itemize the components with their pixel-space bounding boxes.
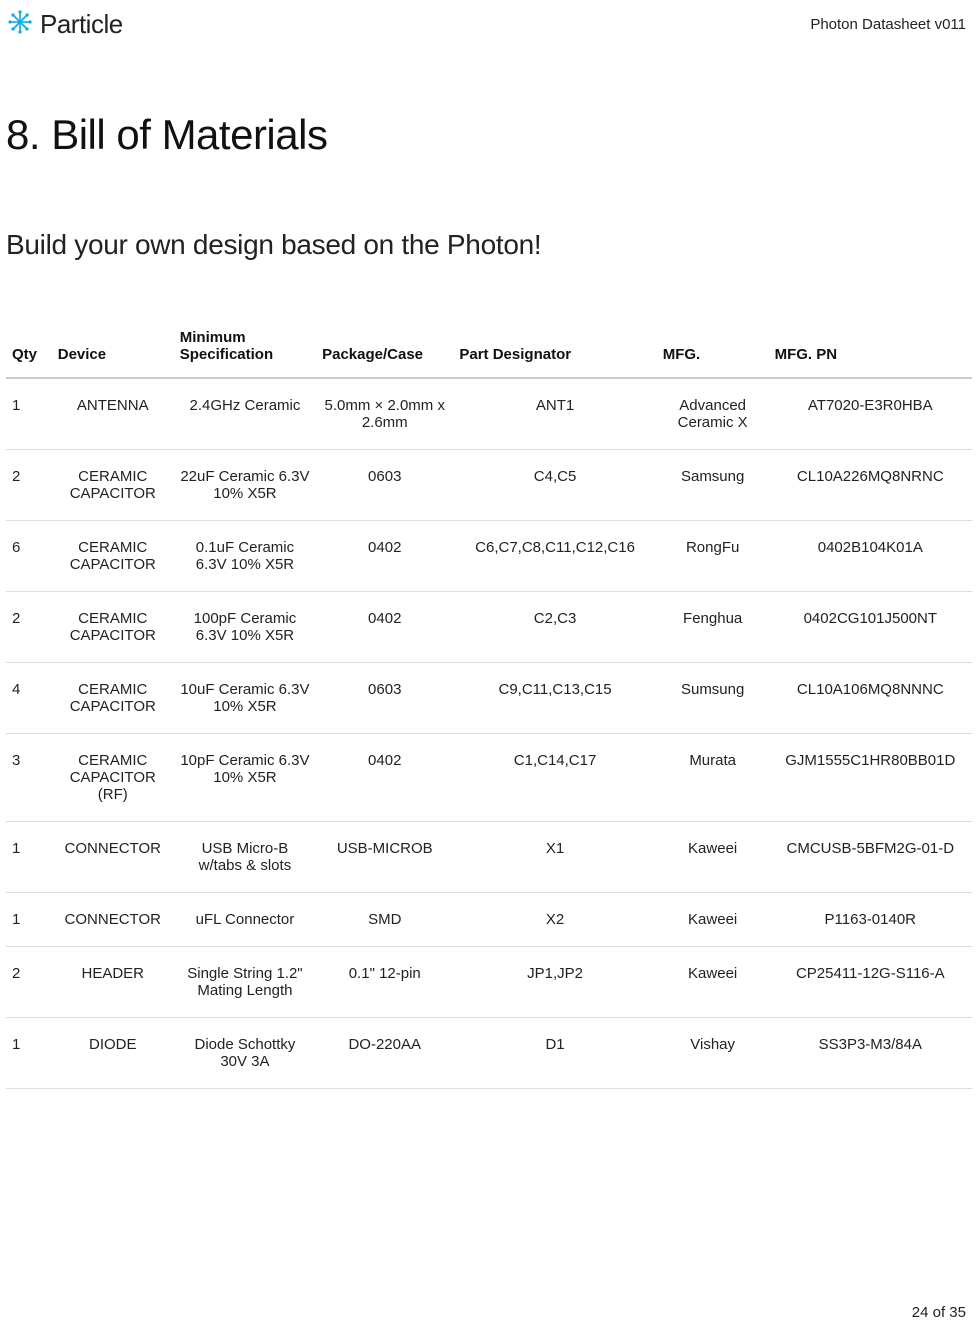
table-row: 4CERAMIC CAPACITOR10uF Ceramic 6.3V 10% … — [6, 663, 972, 734]
brand-logo: Particle — [6, 8, 123, 41]
table-cell: 5.0mm × 2.0mm x 2.6mm — [316, 378, 453, 450]
table-cell: USB Micro-B w/tabs & slots — [174, 822, 316, 893]
table-cell: DO-220AA — [316, 1018, 453, 1089]
page-number: 24 of 35 — [912, 1304, 966, 1321]
table-cell: 10uF Ceramic 6.3V 10% X5R — [174, 663, 316, 734]
table-cell: 22uF Ceramic 6.3V 10% X5R — [174, 450, 316, 521]
table-cell: X1 — [453, 822, 656, 893]
table-cell: CERAMIC CAPACITOR (RF) — [52, 734, 174, 822]
table-row: 1CONNECTORuFL ConnectorSMDX2KaweeiP1163-… — [6, 893, 972, 947]
col-qty: Qty — [6, 321, 52, 378]
table-cell: CERAMIC CAPACITOR — [52, 521, 174, 592]
table-cell: Diode Schottky 30V 3A — [174, 1018, 316, 1089]
table-cell: C2,C3 — [453, 592, 656, 663]
table-cell: Fenghua — [657, 592, 769, 663]
table-cell: C4,C5 — [453, 450, 656, 521]
table-cell: CERAMIC CAPACITOR — [52, 592, 174, 663]
table-row: 2HEADERSingle String 1.2" Mating Length0… — [6, 947, 972, 1018]
table-cell: Sumsung — [657, 663, 769, 734]
table-row: 1CONNECTORUSB Micro-B w/tabs & slotsUSB-… — [6, 822, 972, 893]
table-cell: P1163-0140R — [769, 893, 972, 947]
table-cell: CERAMIC CAPACITOR — [52, 663, 174, 734]
table-cell: Samsung — [657, 450, 769, 521]
table-cell: CP25411-12G-S116-A — [769, 947, 972, 1018]
table-cell: 2.4GHz Ceramic — [174, 378, 316, 450]
table-cell: RongFu — [657, 521, 769, 592]
table-cell: SS3P3-M3/84A — [769, 1018, 972, 1089]
table-cell: C6,C7,C8,C11,C12,C16 — [453, 521, 656, 592]
table-cell: 0.1uF Ceramic 6.3V 10% X5R — [174, 521, 316, 592]
table-cell: 0402 — [316, 592, 453, 663]
table-header-row: Qty Device Minimum Specification Package… — [6, 321, 972, 378]
table-row: 1DIODEDiode Schottky 30V 3ADO-220AAD1Vis… — [6, 1018, 972, 1089]
table-cell: SMD — [316, 893, 453, 947]
table-cell: Single String 1.2" Mating Length — [174, 947, 316, 1018]
table-cell: CL10A106MQ8NNNC — [769, 663, 972, 734]
particle-logo-icon — [6, 8, 34, 41]
table-cell: CERAMIC CAPACITOR — [52, 450, 174, 521]
table-cell: 0603 — [316, 663, 453, 734]
table-row: 6CERAMIC CAPACITOR0.1uF Ceramic 6.3V 10%… — [6, 521, 972, 592]
table-row: 1ANTENNA2.4GHz Ceramic5.0mm × 2.0mm x 2.… — [6, 378, 972, 450]
bom-table: Qty Device Minimum Specification Package… — [6, 321, 972, 1089]
section-heading: 8. Bill of Materials — [6, 111, 978, 159]
table-cell: ANT1 — [453, 378, 656, 450]
col-package: Package/Case — [316, 321, 453, 378]
table-cell: 100pF Ceramic 6.3V 10% X5R — [174, 592, 316, 663]
col-mfg: MFG. — [657, 321, 769, 378]
table-cell: 0402 — [316, 734, 453, 822]
page-header: Particle Photon Datasheet v011 — [0, 0, 978, 41]
table-cell: USB-MICROB — [316, 822, 453, 893]
table-cell: 4 — [6, 663, 52, 734]
table-cell: JP1,JP2 — [453, 947, 656, 1018]
table-cell: DIODE — [52, 1018, 174, 1089]
section-subheading: Build your own design based on the Photo… — [6, 229, 978, 261]
table-cell: 1 — [6, 378, 52, 450]
table-cell: AT7020-E3R0HBA — [769, 378, 972, 450]
table-cell: ANTENNA — [52, 378, 174, 450]
table-cell: CONNECTOR — [52, 822, 174, 893]
table-cell: C1,C14,C17 — [453, 734, 656, 822]
table-cell: 2 — [6, 450, 52, 521]
table-cell: 1 — [6, 1018, 52, 1089]
table-cell: 0402B104K01A — [769, 521, 972, 592]
table-cell: D1 — [453, 1018, 656, 1089]
table-cell: 2 — [6, 947, 52, 1018]
table-cell: C9,C11,C13,C15 — [453, 663, 656, 734]
brand-name: Particle — [40, 9, 123, 40]
table-row: 3CERAMIC CAPACITOR (RF)10pF Ceramic 6.3V… — [6, 734, 972, 822]
table-cell: 10pF Ceramic 6.3V 10% X5R — [174, 734, 316, 822]
table-cell: 0603 — [316, 450, 453, 521]
col-spec: Minimum Specification — [174, 321, 316, 378]
table-cell: Murata — [657, 734, 769, 822]
col-designator: Part Designator — [453, 321, 656, 378]
table-cell: uFL Connector — [174, 893, 316, 947]
col-device: Device — [52, 321, 174, 378]
table-cell: Kaweei — [657, 947, 769, 1018]
table-cell: Advanced Ceramic X — [657, 378, 769, 450]
table-cell: 1 — [6, 893, 52, 947]
table-cell: CONNECTOR — [52, 893, 174, 947]
table-cell: 2 — [6, 592, 52, 663]
table-cell: 0402CG101J500NT — [769, 592, 972, 663]
table-row: 2CERAMIC CAPACITOR22uF Ceramic 6.3V 10% … — [6, 450, 972, 521]
col-mfg-pn: MFG. PN — [769, 321, 972, 378]
table-cell: 3 — [6, 734, 52, 822]
table-cell: 6 — [6, 521, 52, 592]
table-cell: X2 — [453, 893, 656, 947]
table-cell: Kaweei — [657, 822, 769, 893]
table-cell: 0.1" 12-pin — [316, 947, 453, 1018]
table-cell: GJM1555C1HR80BB01D — [769, 734, 972, 822]
table-cell: 0402 — [316, 521, 453, 592]
table-cell: CMCUSB-5BFM2G-01-D — [769, 822, 972, 893]
table-cell: Vishay — [657, 1018, 769, 1089]
table-row: 2CERAMIC CAPACITOR100pF Ceramic 6.3V 10%… — [6, 592, 972, 663]
table-cell: 1 — [6, 822, 52, 893]
document-title: Photon Datasheet v011 — [810, 16, 966, 33]
table-cell: CL10A226MQ8NRNC — [769, 450, 972, 521]
table-cell: Kaweei — [657, 893, 769, 947]
table-cell: HEADER — [52, 947, 174, 1018]
